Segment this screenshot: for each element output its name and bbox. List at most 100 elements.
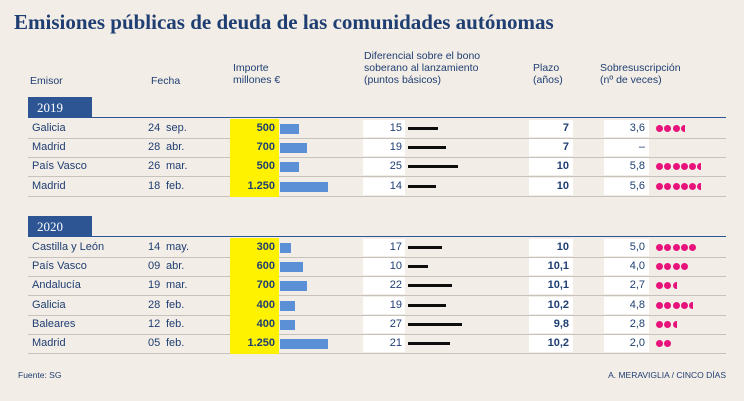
header-plazo: Plazo (años) [533,62,563,86]
plazo-value: 10,1 [547,279,569,292]
sobres-dot [672,182,680,190]
plazo-cell-bg [529,315,573,333]
plazo-cell-bg [529,258,573,276]
year-label: 2019 [28,97,92,118]
sobres-cell-bg [604,120,649,137]
importe-highlight [230,314,279,335]
sobres-value: 4,8 [629,298,645,311]
sobres-dot-partial [680,125,685,132]
header-importe-line2: millones € [233,74,281,86]
plazo-value: 10 [556,160,569,173]
diferencial-bar [408,284,452,288]
importe-bar [280,339,328,349]
table-row: Madrid 18 feb. 1.250 14 10 5,6 [28,176,726,197]
importe-highlight [230,138,279,159]
sobres-dot [680,263,688,271]
diferencial-cell-bg [363,258,405,276]
plazo-cell-bg [529,120,573,137]
emisor-cell: Galicia [32,122,66,134]
sobres-value: 5,6 [629,179,645,192]
sobres-dots [656,181,703,192]
fecha-month: abr. [166,260,185,273]
diferencial-value: 17 [389,241,402,253]
diferencial-cell-bg [363,158,405,176]
diferencial-value: 19 [389,298,402,311]
diferencial-cell-bg [363,335,405,352]
sobres-dot [689,244,697,251]
fecha-month: feb. [166,337,185,349]
header-emisor: Emisor [30,75,63,87]
sobres-value: 4,0 [629,260,645,273]
plazo-cell-bg [529,177,573,195]
diferencial-value: 25 [389,160,402,173]
header-plazo-line2: (años) [533,74,563,86]
sobres-dots [656,161,703,172]
importe-value: 1.250 [247,337,275,349]
sobres-dot [656,263,663,271]
diferencial-value: 10 [389,260,402,273]
sobres-dot [664,301,672,309]
diferencial-bar [408,265,428,269]
sobres-dot [672,125,680,132]
sobres-dot [664,182,672,190]
sobres-cell-bg [604,277,649,295]
table-row: Madrid 05 feb. 1.250 21 10,2 2,0 [28,334,726,354]
header-importe-line1: Importe [233,62,269,74]
fecha-day: 24 [148,122,161,134]
fecha-month: feb. [166,298,185,311]
header-sobres-line2: (nº de veces) [600,74,662,86]
emisor-cell: Andalucía [32,279,81,292]
importe-value: 400 [256,298,275,311]
year-label: 2020 [28,216,92,237]
header-importe: Importe millones € [233,62,280,86]
diferencial-bar [408,342,450,345]
diferencial-cell-bg [363,177,405,195]
sobres-dot [672,301,680,309]
sobres-value: 2,7 [629,279,645,292]
diferencial-cell-bg [363,277,405,295]
sobres-value: – [638,141,645,154]
importe-bar [280,319,296,330]
table-row: Galicia 24 sep. 500 15 7 3,6 [28,119,726,139]
emisor-cell: Madrid [32,179,66,192]
sobres-value: 5,8 [629,160,645,173]
sobres-dot-partial [697,182,702,190]
emisor-cell: País Vasco [32,260,87,273]
diferencial-cell-bg [363,239,405,256]
sobres-dot-partial [697,163,702,171]
sobres-value: 3,6 [629,122,645,134]
importe-bar [280,281,307,292]
year-divider [28,117,726,118]
table-row: Andalucía 19 mar. 700 22 10,1 2,7 [28,276,726,297]
emisor-cell: País Vasco [32,160,87,173]
header-plazo-line1: Plazo [533,62,560,74]
sobres-dot [672,263,680,271]
importe-highlight [230,334,279,354]
importe-value: 1.250 [247,179,275,192]
fecha-day: 09 [148,260,161,273]
sobres-dot [680,301,688,309]
sobres-cell-bg [604,158,649,176]
importe-value: 400 [256,317,275,330]
diferencial-value: 22 [389,279,402,292]
header-fecha: Fecha [151,75,181,87]
author-credit: A. MERAVIGLIA / CINCO DÍAS [608,370,726,380]
importe-highlight [230,119,279,139]
plazo-cell-bg [529,139,573,157]
plazo-cell-bg [529,239,573,256]
header-diferencial-line2: soberano al lanzamiento [364,62,479,74]
fecha-month: sep. [166,122,187,134]
fecha-day: 26 [148,160,161,173]
diferencial-value: 14 [389,179,402,192]
sobres-dot [656,125,663,132]
importe-value: 700 [256,141,275,154]
sobres-dots [656,300,694,311]
sobres-value: 2,0 [629,337,645,349]
sobres-dot [680,163,688,171]
plazo-cell-bg [529,335,573,352]
sobres-dot [656,163,663,171]
fecha-day: 18 [148,179,161,192]
year-divider [28,236,726,237]
importe-highlight [230,276,279,297]
sobres-value: 5,0 [629,241,645,253]
